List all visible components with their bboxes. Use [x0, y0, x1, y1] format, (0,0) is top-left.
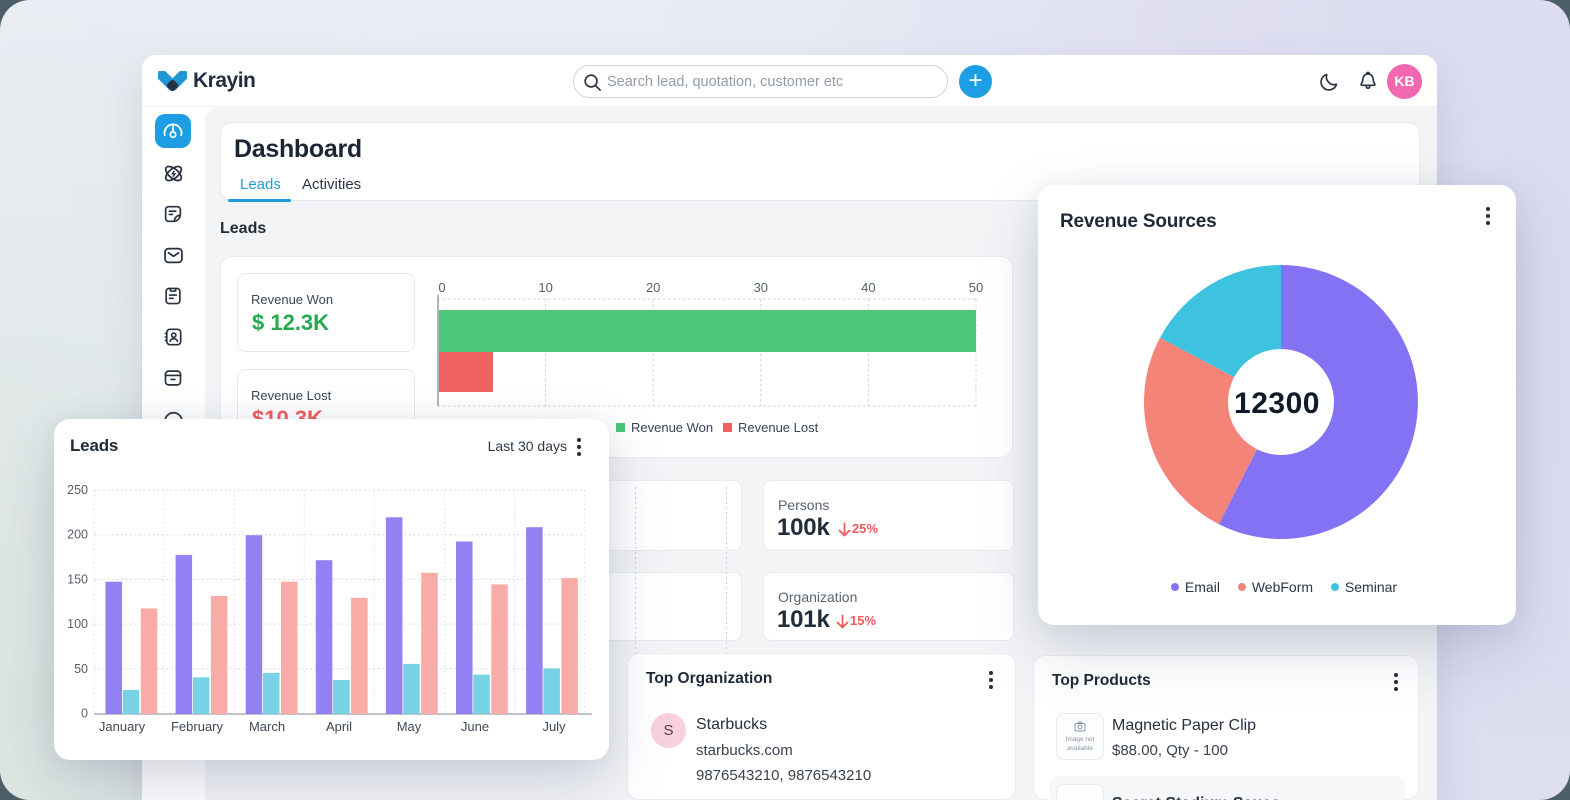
svg-text:200: 200: [67, 528, 88, 542]
svg-text:May: May: [397, 719, 422, 734]
svg-text:10: 10: [538, 280, 552, 295]
svg-text:March: March: [249, 719, 285, 734]
svg-text:20: 20: [646, 280, 660, 295]
svg-text:July: July: [542, 719, 566, 734]
svg-text:February: February: [171, 719, 224, 734]
svg-text:0: 0: [81, 707, 88, 721]
svg-text:50: 50: [74, 662, 88, 676]
svg-text:Revenue Won: Revenue Won: [631, 420, 713, 435]
svg-text:January: January: [99, 719, 146, 734]
svg-text:100: 100: [67, 617, 88, 631]
svg-text:150: 150: [67, 572, 88, 586]
svg-text:Revenue Lost: Revenue Lost: [738, 420, 819, 435]
svg-text:50: 50: [969, 280, 983, 295]
svg-text:June: June: [461, 719, 489, 734]
svg-text:0: 0: [438, 280, 445, 295]
svg-text:250: 250: [67, 483, 88, 497]
svg-text:40: 40: [861, 280, 875, 295]
svg-text:April: April: [326, 719, 352, 734]
svg-text:30: 30: [754, 280, 768, 295]
